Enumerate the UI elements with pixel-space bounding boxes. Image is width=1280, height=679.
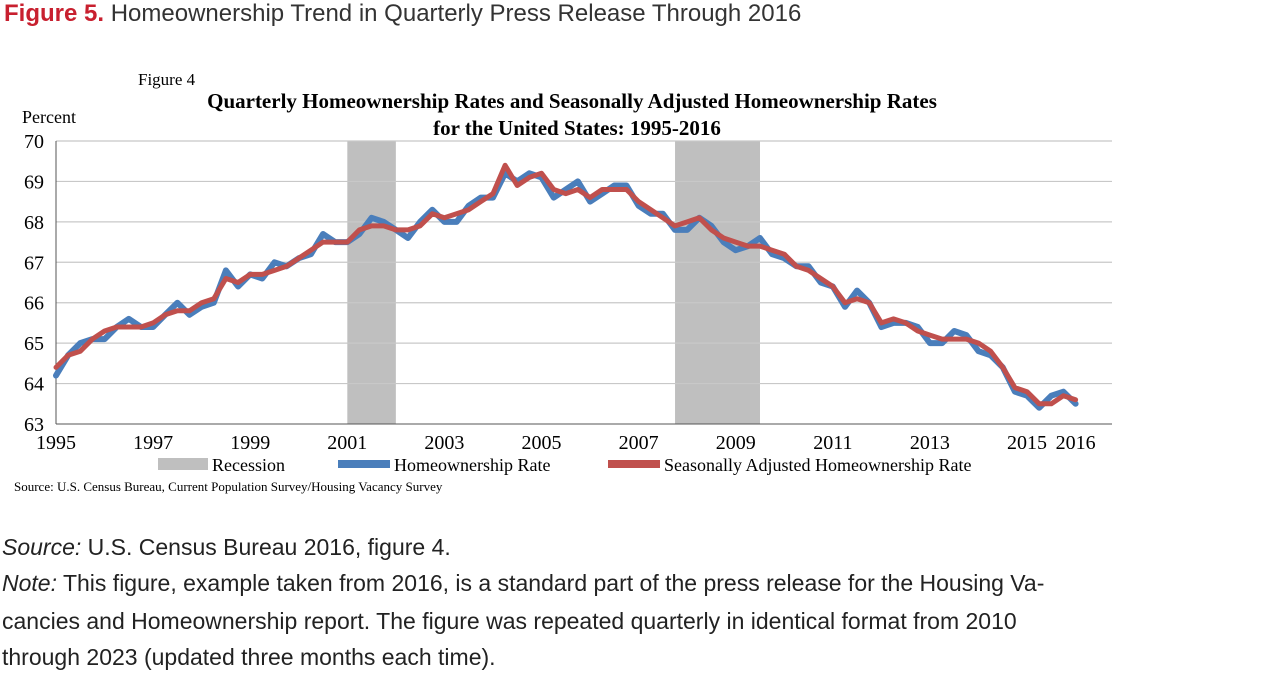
recession-band-1 [347,141,396,424]
legend-recession-label: Recession [212,455,285,475]
note-line-1: Note: This figure, example taken from 20… [2,566,1278,601]
x-tick-2016: 2016 [1056,432,1096,454]
figure-title-text: Homeownership Trend in Quarterly Press R… [110,0,802,27]
y-tick-65: 65 [24,333,44,355]
figure-label: Figure 5. [4,0,105,27]
x-tick-1997: 1997 [133,432,173,454]
y-tick-67: 67 [24,252,44,274]
chart-title-line1: Quarterly Homeownership Rates and Season… [207,89,937,113]
chart-title-line2: for the United States: 1995-2016 [433,116,721,140]
x-tick-1999: 1999 [230,432,270,454]
y-tick-63: 63 [24,414,44,436]
inner-figure-label: Figure 4 [138,70,196,89]
source-note: Source: U.S. Census Bureau 2016, figure … [2,530,1278,565]
y-tick-66: 66 [24,293,44,315]
legend-seasonal-label: Seasonally Adjusted Homeownership Rate [664,455,971,475]
note-line-3: through 2023 (updated three months each … [2,644,496,670]
x-tick-2015: 2015 [1007,432,1047,454]
x-tick-2013: 2013 [910,432,950,454]
series-homeownership-rate-line [53,170,1079,411]
source-text: U.S. Census Bureau 2016, figure 4. [81,534,451,560]
x-tick-2007: 2007 [619,432,659,454]
x-tick-2005: 2005 [522,432,562,454]
note-text-1: This figure, example taken from 2016, is… [56,570,1045,596]
series-seasonally-adjusted-line [53,162,1079,407]
x-tick-2003: 2003 [424,432,464,454]
recession-band-2 [675,141,760,424]
x-tick-2011: 2011 [813,432,852,454]
legend-recession-swatch [158,458,208,470]
y-tick-68: 68 [24,212,44,234]
source-label: Source: [2,534,82,560]
chart-source: Source: U.S. Census Bureau, Current Popu… [14,479,443,494]
y-tick-70: 70 [24,131,44,153]
y-axis-label: Percent [22,107,76,127]
y-tick-64: 64 [24,374,44,396]
x-tick-2009: 2009 [716,432,756,454]
x-tick-1995: 1995 [36,432,76,454]
legend-rate-label: Homeownership Rate [394,455,550,475]
y-tick-69: 69 [24,171,44,193]
note-line-2: cancies and Homeownership report. The fi… [2,608,1017,634]
figure-title: Figure 5. Homeownership Trend in Quarter… [4,0,801,28]
line-chart: 63 64 65 66 67 68 69 70 1995 1997 1999 2001 2003 2005… [14,70,1112,494]
x-tick-2001: 2001 [327,432,367,454]
note-label: Note: [2,570,57,596]
